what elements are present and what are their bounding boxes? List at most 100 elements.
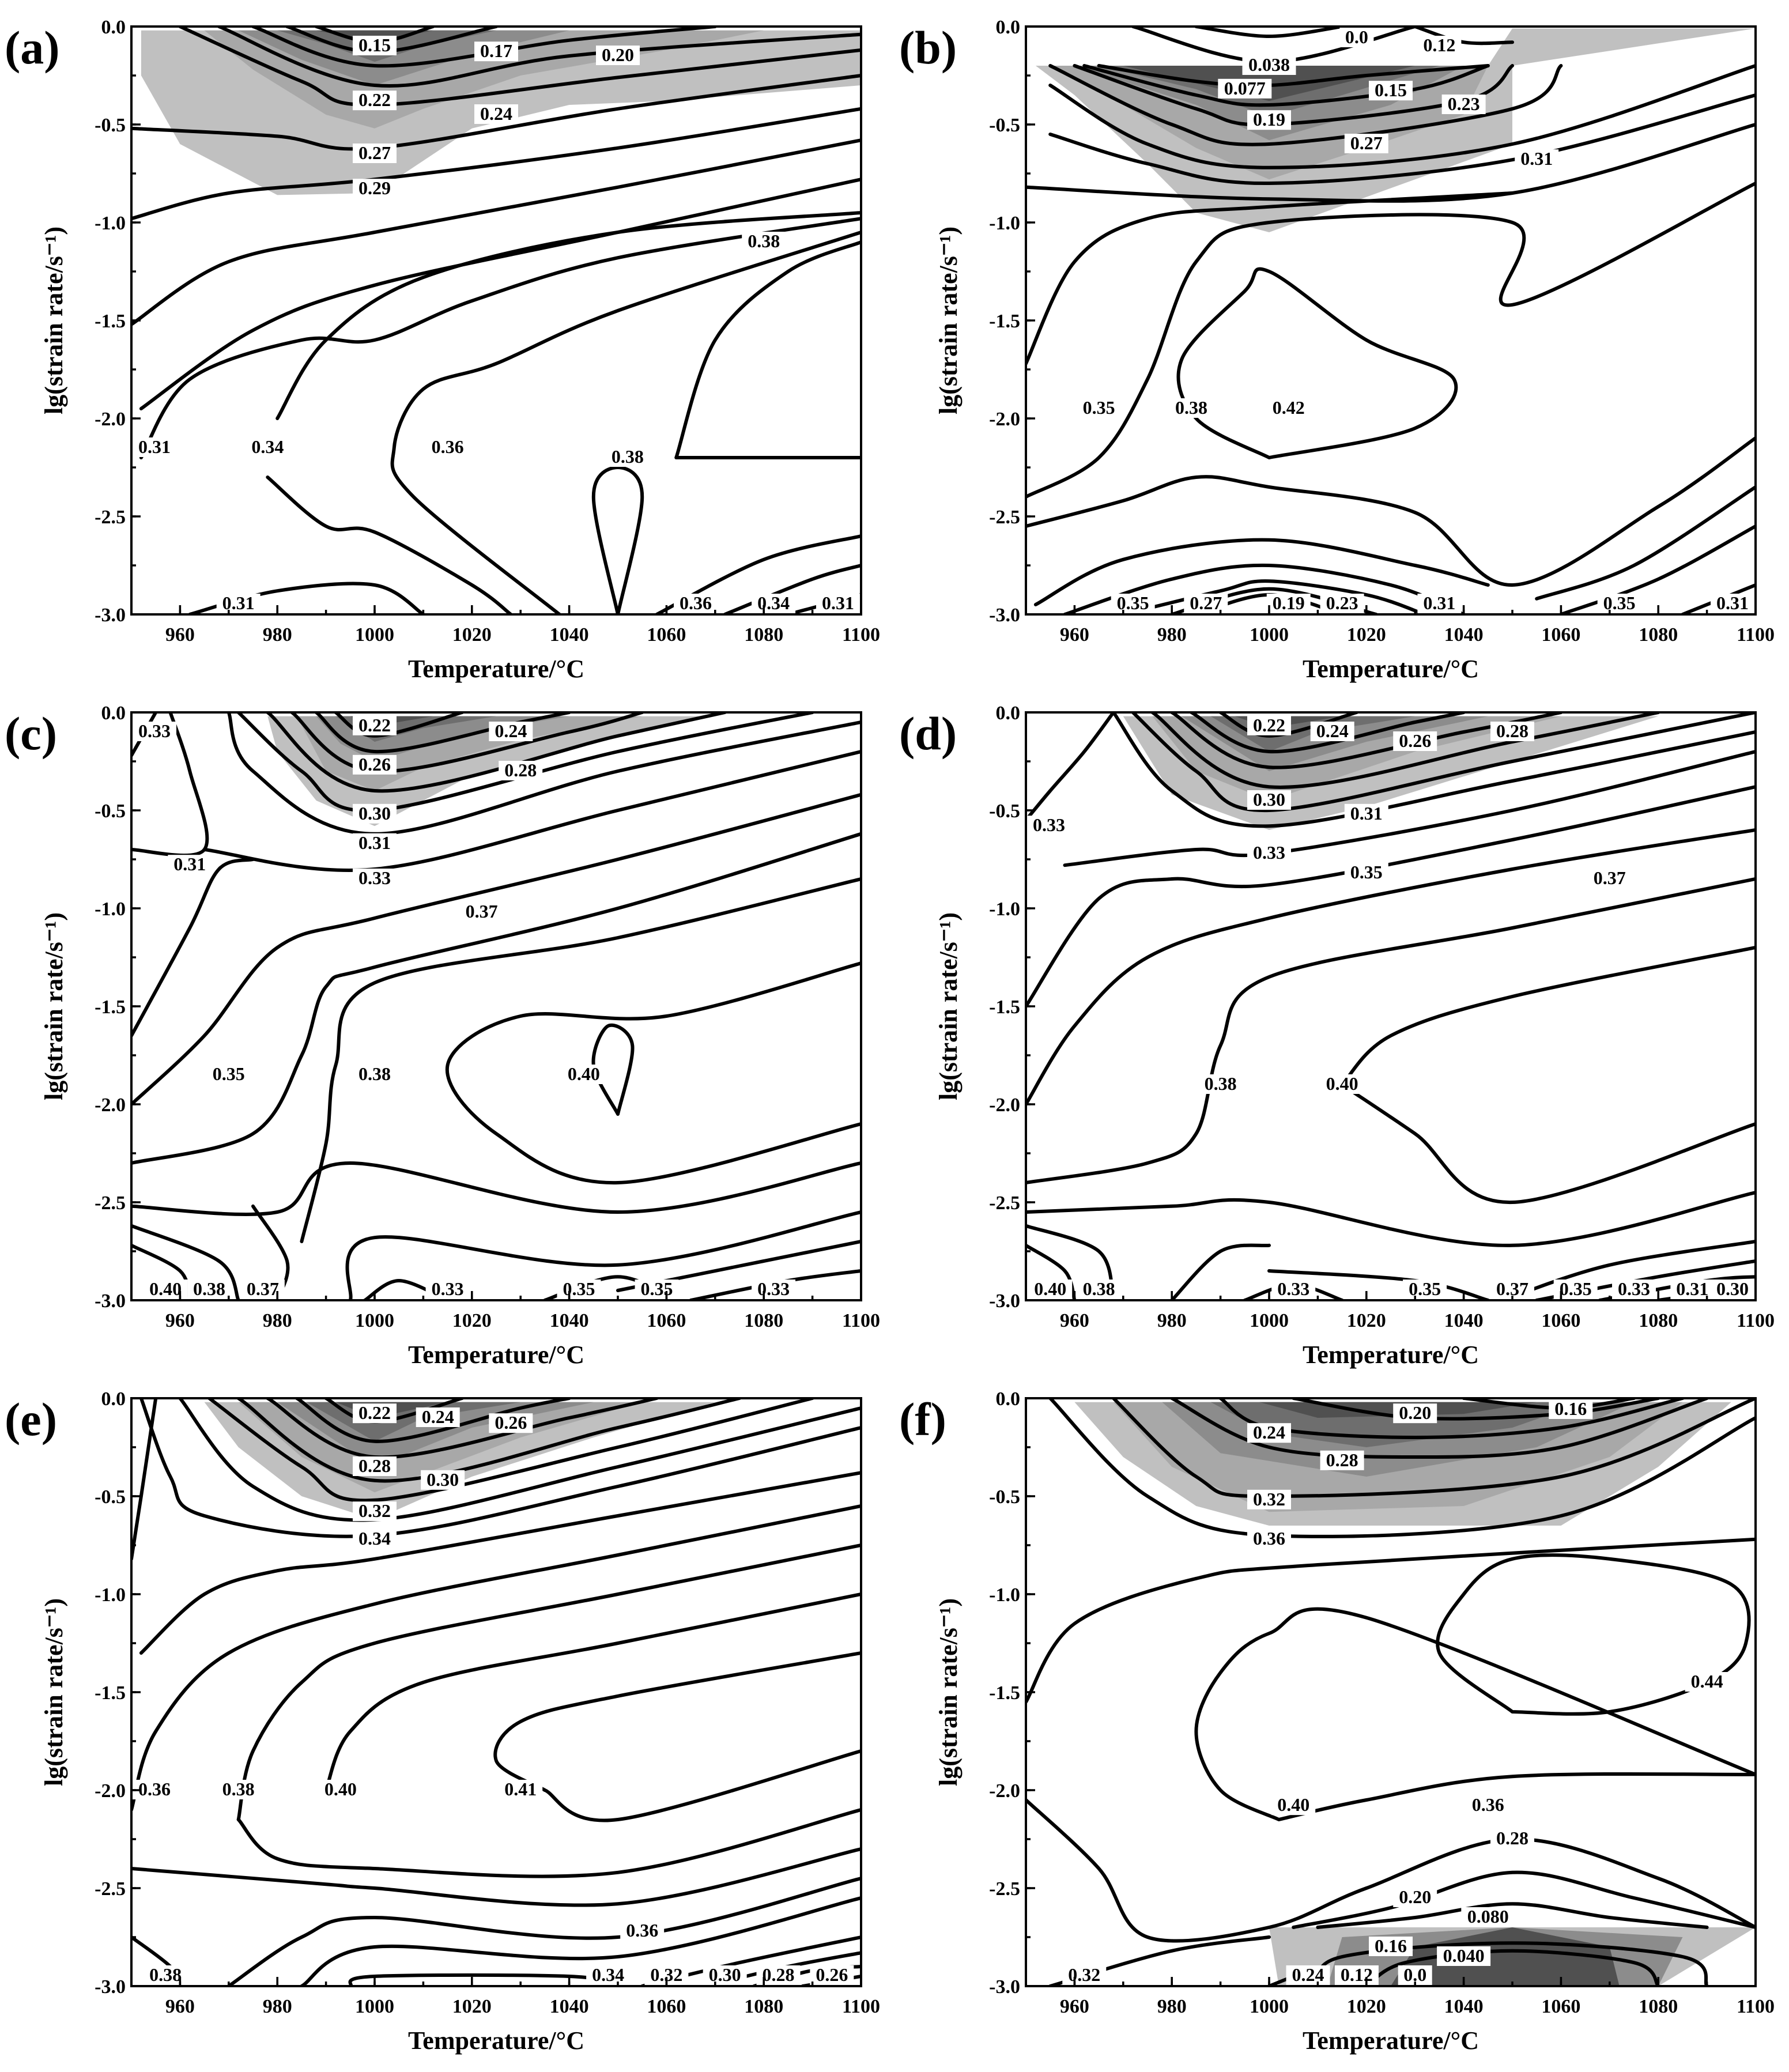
contour-label: 0.26	[495, 1412, 527, 1433]
x-tick-label: 1040	[1444, 1996, 1484, 2017]
y-tick-label: -2.5	[95, 1878, 126, 1900]
contour-label-bg	[353, 90, 397, 111]
x-tick-label: 980	[1157, 1996, 1187, 2017]
contour-label: 0.23	[1448, 93, 1480, 114]
contour-line	[1218, 712, 1358, 738]
contour-label-bg	[353, 1065, 397, 1084]
y-tick-label: -3.0	[95, 1290, 126, 1312]
contour-line	[1292, 1870, 1756, 1929]
contour-label: 0.31	[222, 592, 255, 613]
x-axis: 960 980 1000 1020 1040 1060 1080 1100	[130, 605, 880, 646]
y-tick-label: -1.0	[95, 213, 126, 234]
contour-label-bg	[1393, 1888, 1437, 1907]
contour-label: 0.38	[149, 1964, 182, 1985]
contour-label: 0.35	[641, 1278, 673, 1299]
contour-line	[178, 27, 861, 107]
contour-line	[1131, 712, 1756, 813]
y-tick-label: -0.5	[989, 1486, 1020, 1508]
contour-line	[1026, 191, 1514, 365]
contour-line	[445, 961, 861, 1185]
contour-label-bg	[1344, 803, 1388, 824]
contour-label-bg	[810, 1965, 854, 1985]
contour-label: 0.24	[422, 1406, 454, 1427]
contour-label: 0.31	[822, 592, 854, 613]
contour-label-bg	[353, 803, 397, 824]
y-axis: 0.0 -0.5 -1.0 -1.5 -2.0 -2.5 -3.0	[95, 17, 141, 626]
contour-line	[131, 1224, 240, 1300]
contour-label-bg	[1320, 1074, 1364, 1094]
contour-label-bg	[425, 437, 470, 457]
contour-label-bg	[1597, 594, 1641, 613]
contour-label: 0.38	[222, 1779, 255, 1799]
contour-label: 0.15	[1375, 80, 1407, 100]
x-tick-label: 1100	[1737, 1996, 1775, 2017]
contour-label-bg	[1242, 55, 1296, 75]
contour-line	[131, 1504, 861, 1811]
contour-label: 0.28	[358, 1455, 391, 1476]
contour-label-bg	[1077, 398, 1121, 418]
contour-label: 0.22	[358, 89, 391, 110]
contour-label-bg	[1417, 36, 1462, 55]
contour-label-bg	[1247, 843, 1291, 863]
contour-label: 0.37	[247, 1278, 279, 1299]
x-tick-label: 1020	[1347, 1310, 1386, 1331]
contour-line	[236, 1543, 861, 1821]
contour-label: 0.34	[358, 1528, 391, 1549]
y-axis-title: lg(strain rate/s⁻¹)	[40, 912, 68, 1100]
contour-line	[131, 107, 861, 221]
contour-line	[493, 1651, 861, 1792]
contour-line	[1194, 27, 1344, 38]
contour-label: 0.40	[149, 1278, 182, 1299]
contour-line	[1033, 538, 1490, 606]
contour-label-bg	[1417, 594, 1462, 613]
contour-label-bg	[421, 1470, 465, 1490]
contour-label-bg	[318, 1780, 363, 1799]
contour-line	[131, 858, 255, 1037]
contour-line	[236, 1398, 741, 1483]
contour-label: 0.32	[1253, 1489, 1285, 1509]
contour-label: 0.35	[1083, 397, 1115, 418]
y-tick-label: -1.5	[989, 1682, 1020, 1704]
contour-line	[348, 1973, 620, 1986]
y-tick-label: -3.0	[989, 1976, 1020, 1998]
contour-panel-f: (f) 0.16 0.20 0.24 0.28 0.32 0.36 0.40 0.44 0.36…	[899, 1388, 1775, 2055]
panel-label: (f)	[899, 1393, 946, 1446]
contour-panel-a: (a) 0.15 0.17 0.20 0.22 0.24 0.27 0.29 0.31 0.34…	[5, 17, 880, 683]
y-tick-label: -1.0	[989, 899, 1020, 920]
contour-label-bg	[1466, 1795, 1510, 1816]
contour-line	[266, 712, 727, 793]
contour-label: 0.35	[1603, 592, 1636, 613]
contour-label: 0.20	[1399, 1402, 1431, 1423]
x-tick-label: 1100	[842, 1310, 880, 1331]
contour-label: 0.31	[138, 436, 171, 457]
contour-line	[1026, 828, 1756, 1106]
contour-label-bg	[1437, 1946, 1491, 1966]
contour-label: 0.080	[1467, 1906, 1509, 1927]
contour-line	[324, 1592, 861, 1792]
contour-label-bg	[1247, 790, 1291, 810]
panel-label: (a)	[5, 21, 60, 74]
x-axis-title: Temperature/°C	[408, 2026, 584, 2055]
contour-label: 0.16	[1375, 1935, 1407, 1956]
contour-line	[131, 138, 861, 326]
contour-label: 0.15	[358, 35, 391, 55]
contour-label: 0.24	[495, 720, 527, 741]
contour-line	[674, 240, 861, 459]
x-tick-label: 980	[1157, 1310, 1187, 1331]
contour-label-bg	[1247, 1489, 1291, 1509]
y-tick-label: -2.5	[95, 507, 126, 528]
contour-label-bg	[353, 715, 397, 735]
contour-line	[334, 712, 464, 738]
y-axis-title: lg(strain rate/s⁻¹)	[934, 227, 963, 414]
contour-label: 0.31	[1423, 592, 1455, 613]
contour-label: 0.42	[1273, 397, 1305, 418]
y-tick-label: -2.0	[989, 1095, 1020, 1116]
contour-layer	[131, 1398, 861, 1986]
contour-label-bg	[1490, 1829, 1534, 1848]
contour-label: 0.33	[1033, 814, 1065, 835]
contour-label-bg	[416, 1407, 460, 1427]
contour-label-bg	[674, 594, 718, 613]
contour-label-bg	[1339, 28, 1374, 47]
contour-label-bg	[1247, 1528, 1291, 1549]
contour-label-bg	[1320, 594, 1364, 613]
